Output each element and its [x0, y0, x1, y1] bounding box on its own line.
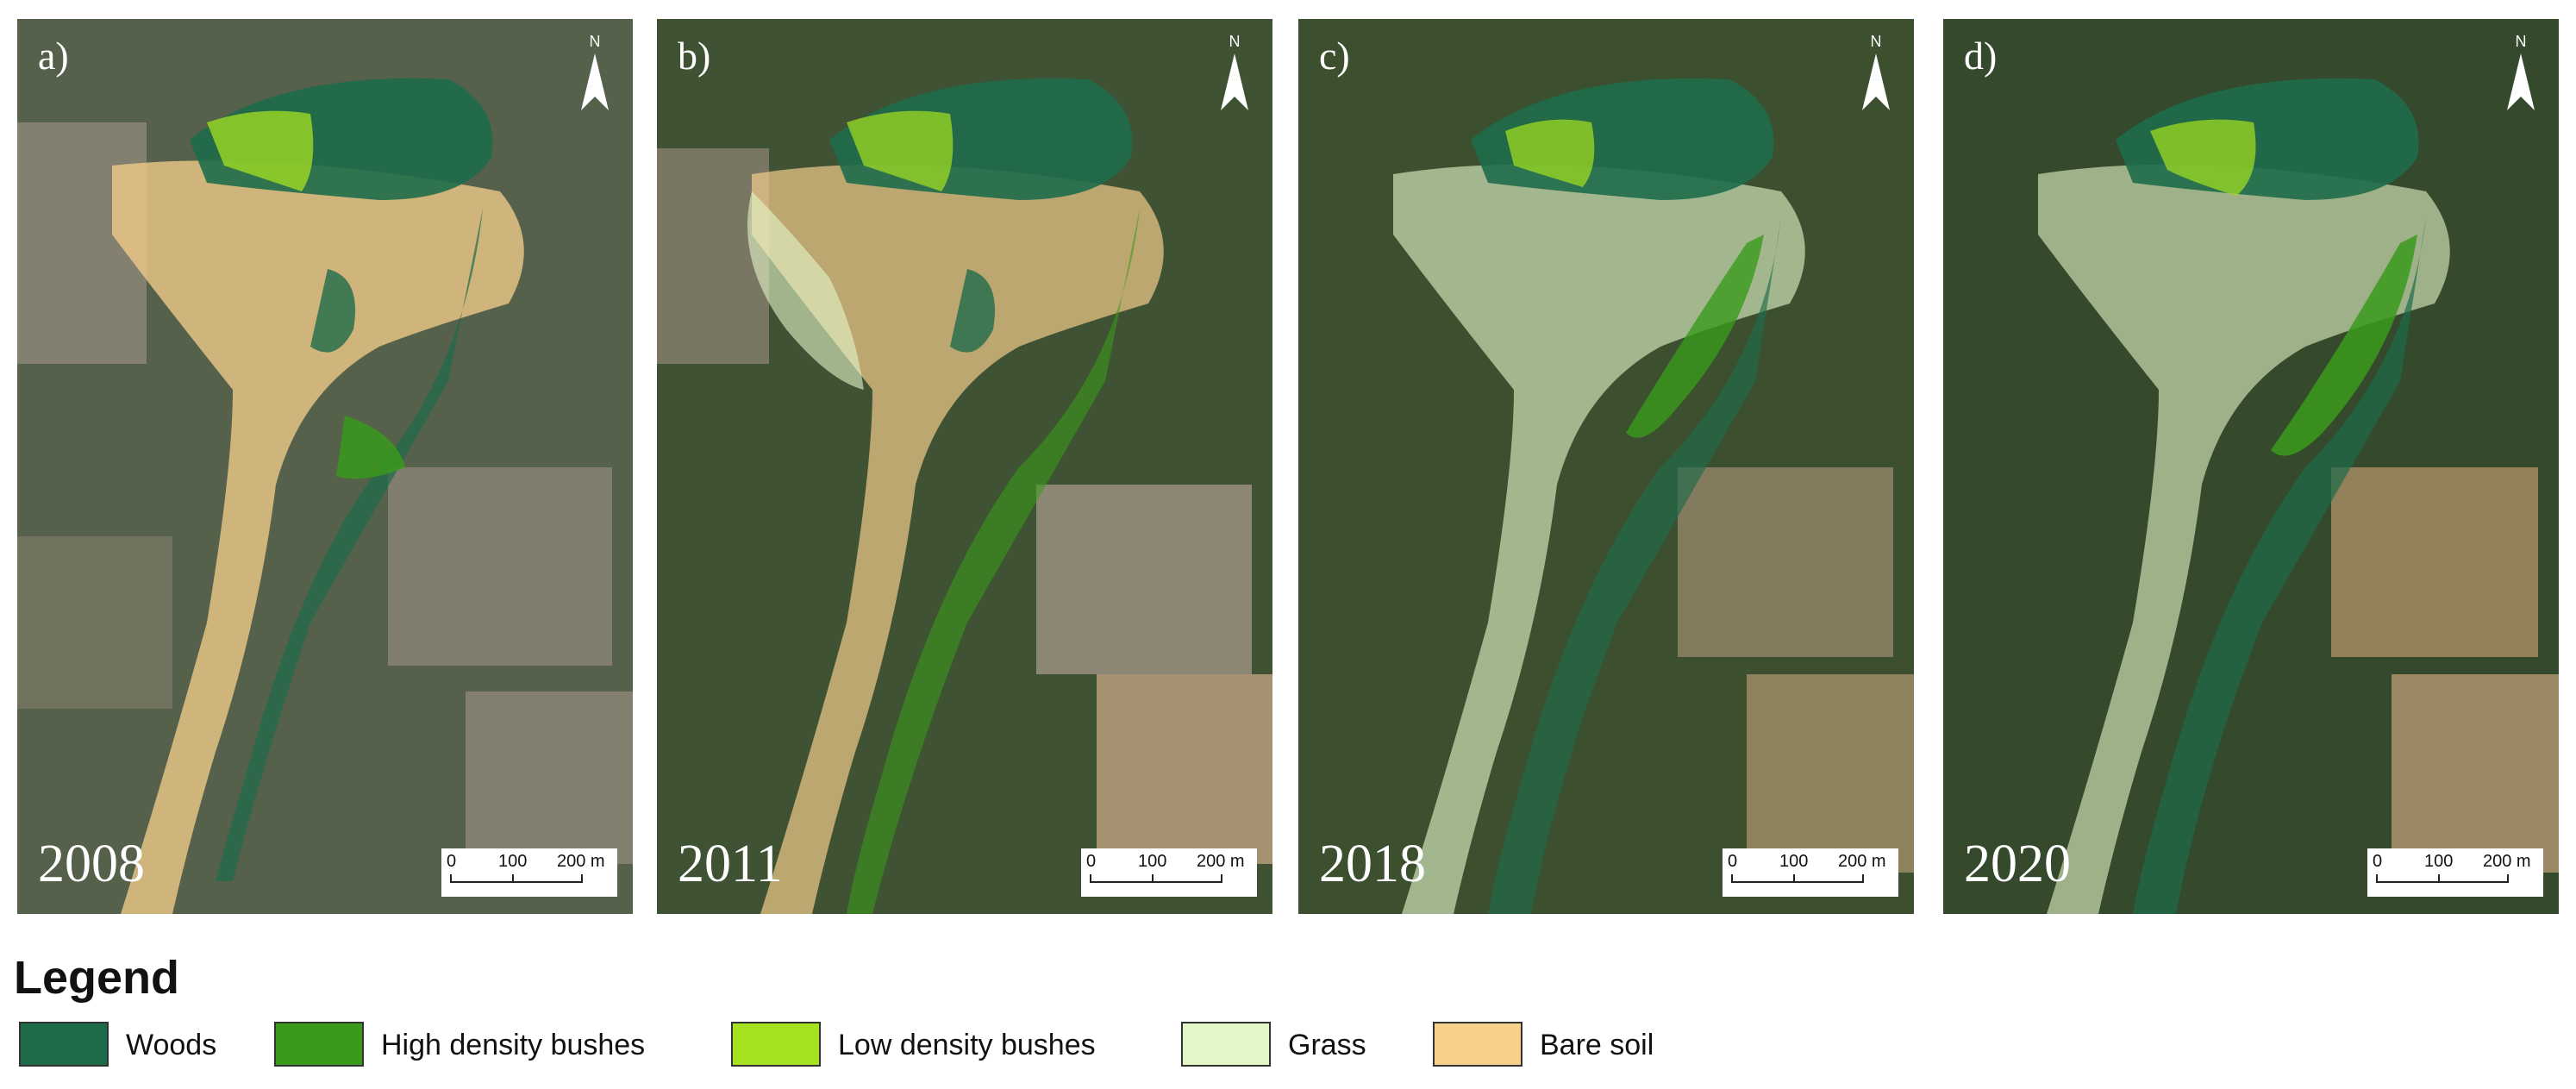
- legend-label: Bare soil: [1540, 1029, 1654, 1061]
- scale-bar: 0 100 200 m: [1081, 848, 1257, 897]
- north-letter: N: [2515, 33, 2527, 50]
- north-letter: N: [589, 33, 601, 50]
- legend-label: Grass: [1288, 1029, 1366, 1061]
- north-arrow-icon: N: [2500, 33, 2542, 119]
- scale-tick-label: 200 m: [1838, 852, 1886, 871]
- scale-tick-label: 100: [1779, 852, 1809, 871]
- north-arrow-icon: N: [1855, 33, 1897, 119]
- scale-tick-label: 0: [1086, 852, 1097, 871]
- map-panel-c: c) 2018 N 0 100 200 m: [1298, 19, 1914, 914]
- north-arrow-icon: N: [574, 33, 616, 119]
- scale-bar: 0 100 200 m: [2367, 848, 2543, 897]
- map-panel-b: b) 2011 N 0 100 200 m: [657, 19, 1272, 914]
- legend-swatch: [19, 1022, 109, 1067]
- panel-year: 2011: [678, 835, 783, 893]
- legend-label: High density bushes: [381, 1029, 646, 1061]
- scale-tick-label: 200 m: [557, 852, 605, 871]
- panel-year: 2008: [38, 835, 145, 893]
- legend-swatch: [1433, 1022, 1522, 1067]
- scale-tick-label: 0: [447, 852, 457, 871]
- map-panel-d: d) 2020 N 0 100 200 m: [1943, 19, 2559, 914]
- scale-tick-label: 200 m: [1197, 852, 1245, 871]
- scale-tick-label: 200 m: [2483, 852, 2531, 871]
- aerial-image-2008: [17, 19, 633, 914]
- aerial-image-2020: [1943, 19, 2559, 914]
- panel-year: 2020: [1964, 835, 2071, 893]
- panel-year: 2018: [1319, 835, 1426, 893]
- legend-label: Low density bushes: [838, 1029, 1096, 1061]
- aerial-image-2011: [657, 19, 1272, 914]
- legend-swatch: [274, 1022, 364, 1067]
- scale-tick-label: 100: [1138, 852, 1167, 871]
- panel-label: d): [1964, 34, 1998, 78]
- north-arrow-icon: N: [1214, 33, 1255, 119]
- north-letter: N: [1229, 33, 1241, 50]
- panel-label: c): [1319, 34, 1350, 78]
- scale-bar: 0 100 200 m: [1723, 848, 1898, 897]
- legend-swatch: [731, 1022, 821, 1067]
- north-letter: N: [1870, 33, 1882, 50]
- legend-title: Legend: [14, 952, 180, 1004]
- scale-tick-label: 100: [498, 852, 528, 871]
- scale-bar: 0 100 200 m: [441, 848, 617, 897]
- scale-tick-label: 0: [2373, 852, 2383, 871]
- aerial-image-2018: [1298, 19, 1914, 914]
- legend-label: Woods: [126, 1029, 217, 1061]
- panel-label: b): [678, 34, 711, 78]
- map-panel-a: a) 2008 N 0 100 200 m: [17, 19, 633, 914]
- scale-tick-label: 0: [1728, 852, 1738, 871]
- scale-tick-label: 100: [2424, 852, 2454, 871]
- panel-label: a): [38, 34, 69, 78]
- legend-swatch: [1181, 1022, 1271, 1067]
